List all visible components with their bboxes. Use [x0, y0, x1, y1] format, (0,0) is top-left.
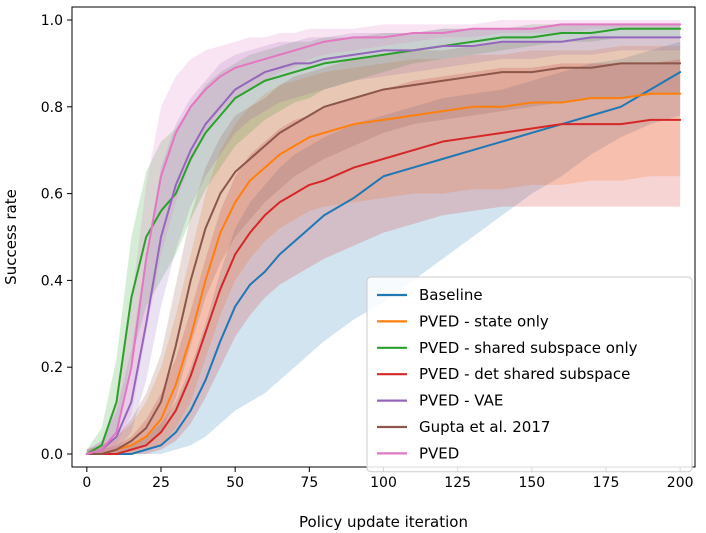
y-tick-label: 1.0	[41, 13, 63, 29]
legend-label-pved-shared-subspace-only: PVED - shared subspace only	[419, 339, 638, 357]
line-baseline	[85, 71, 682, 455]
x-tick-label: 0	[82, 475, 91, 491]
confidence-bands	[86, 20, 681, 454]
line-pved	[85, 23, 682, 455]
x-tick-label: 150	[518, 475, 545, 491]
legend-label-pved: PVED	[419, 444, 459, 462]
line-pved-vae	[85, 36, 682, 455]
band-pved-state-only	[86, 46, 681, 454]
legend-box	[366, 276, 693, 473]
legend: Baseline PVED - state only PVED - shared s…	[366, 276, 693, 473]
x-tick-label: 175	[593, 475, 620, 491]
x-tick-label: 50	[226, 475, 244, 491]
x-tick-label: 75	[300, 475, 318, 491]
line-pved-shared-subspace-only	[85, 27, 682, 455]
line-pved-det-shared-subspace	[85, 118, 682, 455]
band-baseline	[86, 41, 681, 454]
legend-label-pved-vae: PVED - VAE	[419, 392, 503, 410]
x-axis-label: Policy update iteration	[299, 513, 468, 531]
band-pved-vae	[86, 24, 681, 454]
line-pved-state-only	[85, 92, 682, 455]
legend-label-baseline: Baseline	[419, 286, 483, 304]
y-tick-label: 0.0	[41, 447, 63, 463]
band-pved-det-shared-subspace	[86, 59, 681, 454]
x-tick-label: 125	[444, 475, 471, 491]
band-gupta-et-al-2017	[86, 37, 681, 454]
y-tick-label: 0.4	[41, 273, 63, 289]
x-tick-label: 25	[152, 475, 170, 491]
y-tick-label: 0.2	[41, 360, 63, 376]
x-tick-label: 200	[667, 475, 694, 491]
series-lines	[85, 23, 682, 455]
y-axis-ticks: 0.0 0.2 0.4 0.6 0.8 1.0	[41, 13, 72, 463]
band-pved-shared-subspace-only	[86, 24, 681, 454]
x-tick-label: 100	[370, 475, 397, 491]
y-tick-label: 0.6	[41, 187, 63, 203]
x-axis-ticks: 0 25 50 75 100 125 150 175 200	[82, 467, 694, 491]
legend-label-pved-det-shared-subspace: PVED - det shared subspace	[419, 365, 630, 383]
legend-label-pved-state-only: PVED - state only	[419, 312, 549, 330]
y-axis-label: Success rate	[2, 189, 20, 285]
line-gupta-et-al-2017	[85, 62, 682, 455]
y-tick-label: 0.8	[41, 100, 63, 116]
legend-label-gupta-et-al-2017: Gupta et al. 2017	[419, 418, 550, 436]
